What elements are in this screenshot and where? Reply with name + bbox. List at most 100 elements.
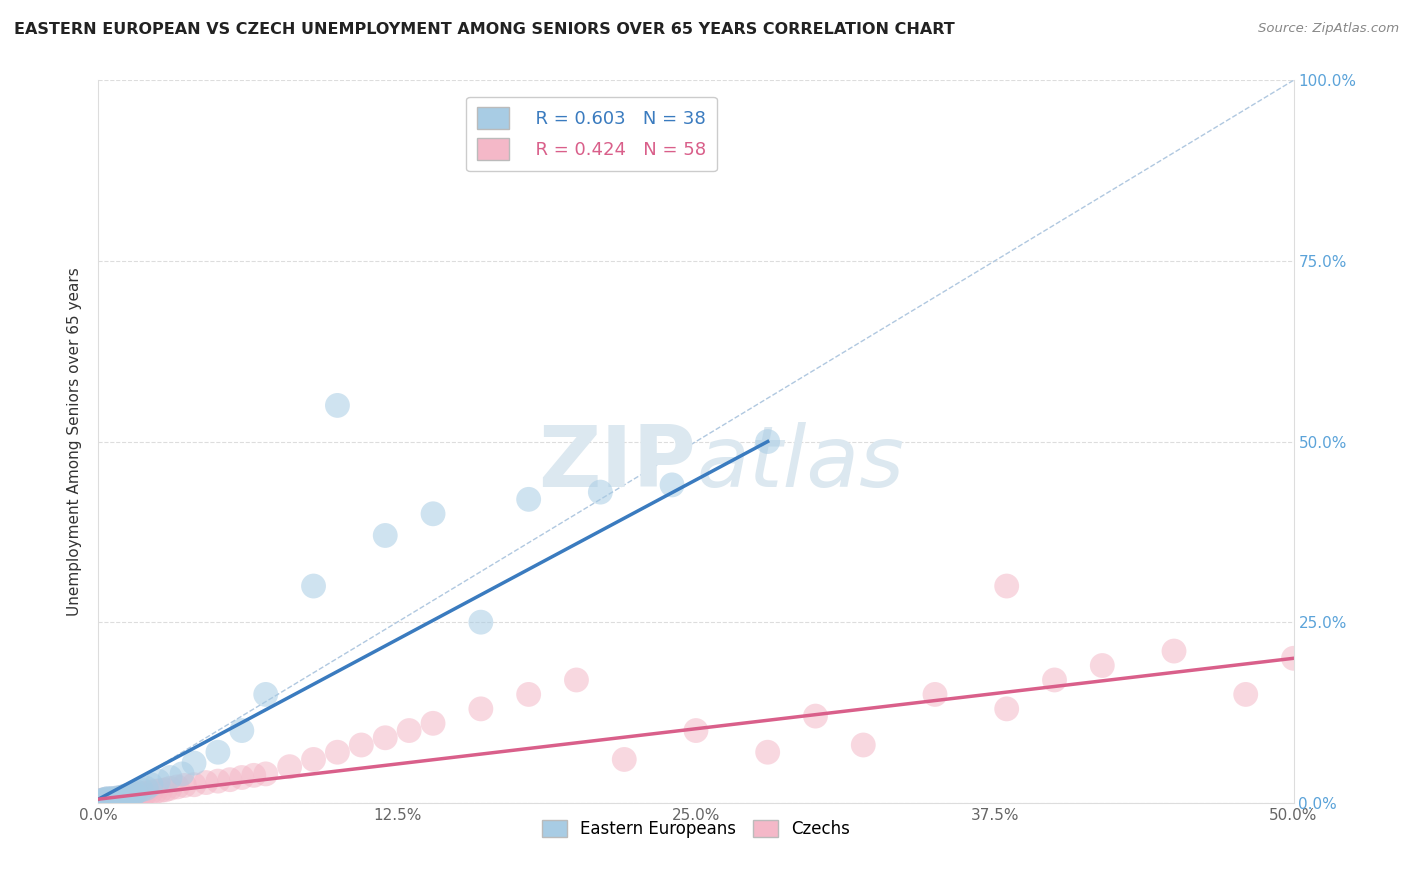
Point [613, 752, 636, 766]
Point [91, 793, 114, 807]
Point [995, 579, 1018, 593]
Point [254, 767, 277, 781]
Point [114, 790, 136, 805]
Point [145, 784, 167, 798]
Point [139, 778, 162, 792]
Text: ZIP: ZIP [538, 422, 696, 505]
Point [149, 783, 172, 797]
Point [104, 792, 127, 806]
Point [422, 507, 444, 521]
Point [108, 791, 131, 805]
Point [166, 780, 188, 794]
Point [101, 793, 124, 807]
Point [517, 492, 540, 507]
Point [111, 790, 134, 805]
Point [398, 723, 420, 738]
Point [374, 731, 396, 745]
Point [1163, 644, 1185, 658]
Point [115, 790, 138, 805]
Point [98, 792, 122, 806]
Point [756, 745, 779, 759]
Point [685, 723, 707, 738]
Point [148, 774, 170, 789]
Point [139, 785, 162, 799]
Point [115, 789, 138, 803]
Point [517, 687, 540, 701]
Point [111, 791, 134, 805]
Point [94, 792, 117, 806]
Point [107, 792, 129, 806]
Point [135, 786, 157, 800]
Point [98, 792, 122, 806]
Legend: Eastern Europeans, Czechs: Eastern Europeans, Czechs [536, 814, 856, 845]
Point [804, 709, 827, 723]
Point [207, 745, 229, 759]
Point [756, 434, 779, 449]
Point [128, 788, 150, 802]
Point [172, 767, 194, 781]
Point [108, 790, 131, 805]
Point [159, 771, 181, 785]
Point [1282, 651, 1305, 665]
Point [302, 579, 325, 593]
Point [195, 775, 218, 789]
Point [852, 738, 875, 752]
Point [278, 760, 301, 774]
Point [118, 789, 141, 804]
Text: EASTERN EUROPEAN VS CZECH UNEMPLOYMENT AMONG SENIORS OVER 65 YEARS CORRELATION C: EASTERN EUROPEAN VS CZECH UNEMPLOYMENT A… [14, 22, 955, 37]
Point [159, 781, 181, 796]
Point [124, 786, 146, 800]
Point [155, 782, 177, 797]
Point [132, 787, 155, 801]
Point [326, 398, 349, 412]
Point [302, 752, 325, 766]
Point [94, 793, 117, 807]
Point [924, 687, 946, 701]
Point [94, 794, 117, 808]
Point [995, 702, 1018, 716]
Point [131, 782, 153, 797]
Point [231, 723, 253, 738]
Point [254, 687, 277, 701]
Point [107, 790, 129, 805]
Point [104, 791, 127, 805]
Point [98, 793, 122, 807]
Point [219, 772, 242, 787]
Point [125, 787, 148, 801]
Point [97, 792, 120, 806]
Point [350, 738, 373, 752]
Point [131, 786, 153, 800]
Point [589, 485, 612, 500]
Point [121, 787, 143, 801]
Point [183, 756, 205, 770]
Point [91, 793, 114, 807]
Point [183, 778, 205, 792]
Point [114, 789, 136, 804]
Point [326, 745, 349, 759]
Point [90, 794, 112, 808]
Point [565, 673, 588, 687]
Text: Source: ZipAtlas.com: Source: ZipAtlas.com [1258, 22, 1399, 36]
Point [231, 771, 253, 785]
Point [101, 791, 124, 805]
Point [422, 716, 444, 731]
Point [374, 528, 396, 542]
Point [207, 774, 229, 789]
Text: atlas: atlas [696, 422, 904, 505]
Point [661, 478, 683, 492]
Point [1234, 687, 1257, 701]
Point [90, 794, 112, 808]
Point [470, 615, 492, 630]
Point [243, 768, 266, 782]
Point [1091, 658, 1114, 673]
Point [135, 781, 157, 796]
Point [98, 793, 122, 807]
Point [124, 788, 146, 802]
Point [1043, 673, 1066, 687]
Point [121, 789, 143, 803]
Point [470, 702, 492, 716]
Point [173, 779, 195, 793]
Point [118, 788, 141, 802]
Y-axis label: Unemployment Among Seniors over 65 years: Unemployment Among Seniors over 65 years [67, 268, 83, 615]
Point [97, 791, 120, 805]
